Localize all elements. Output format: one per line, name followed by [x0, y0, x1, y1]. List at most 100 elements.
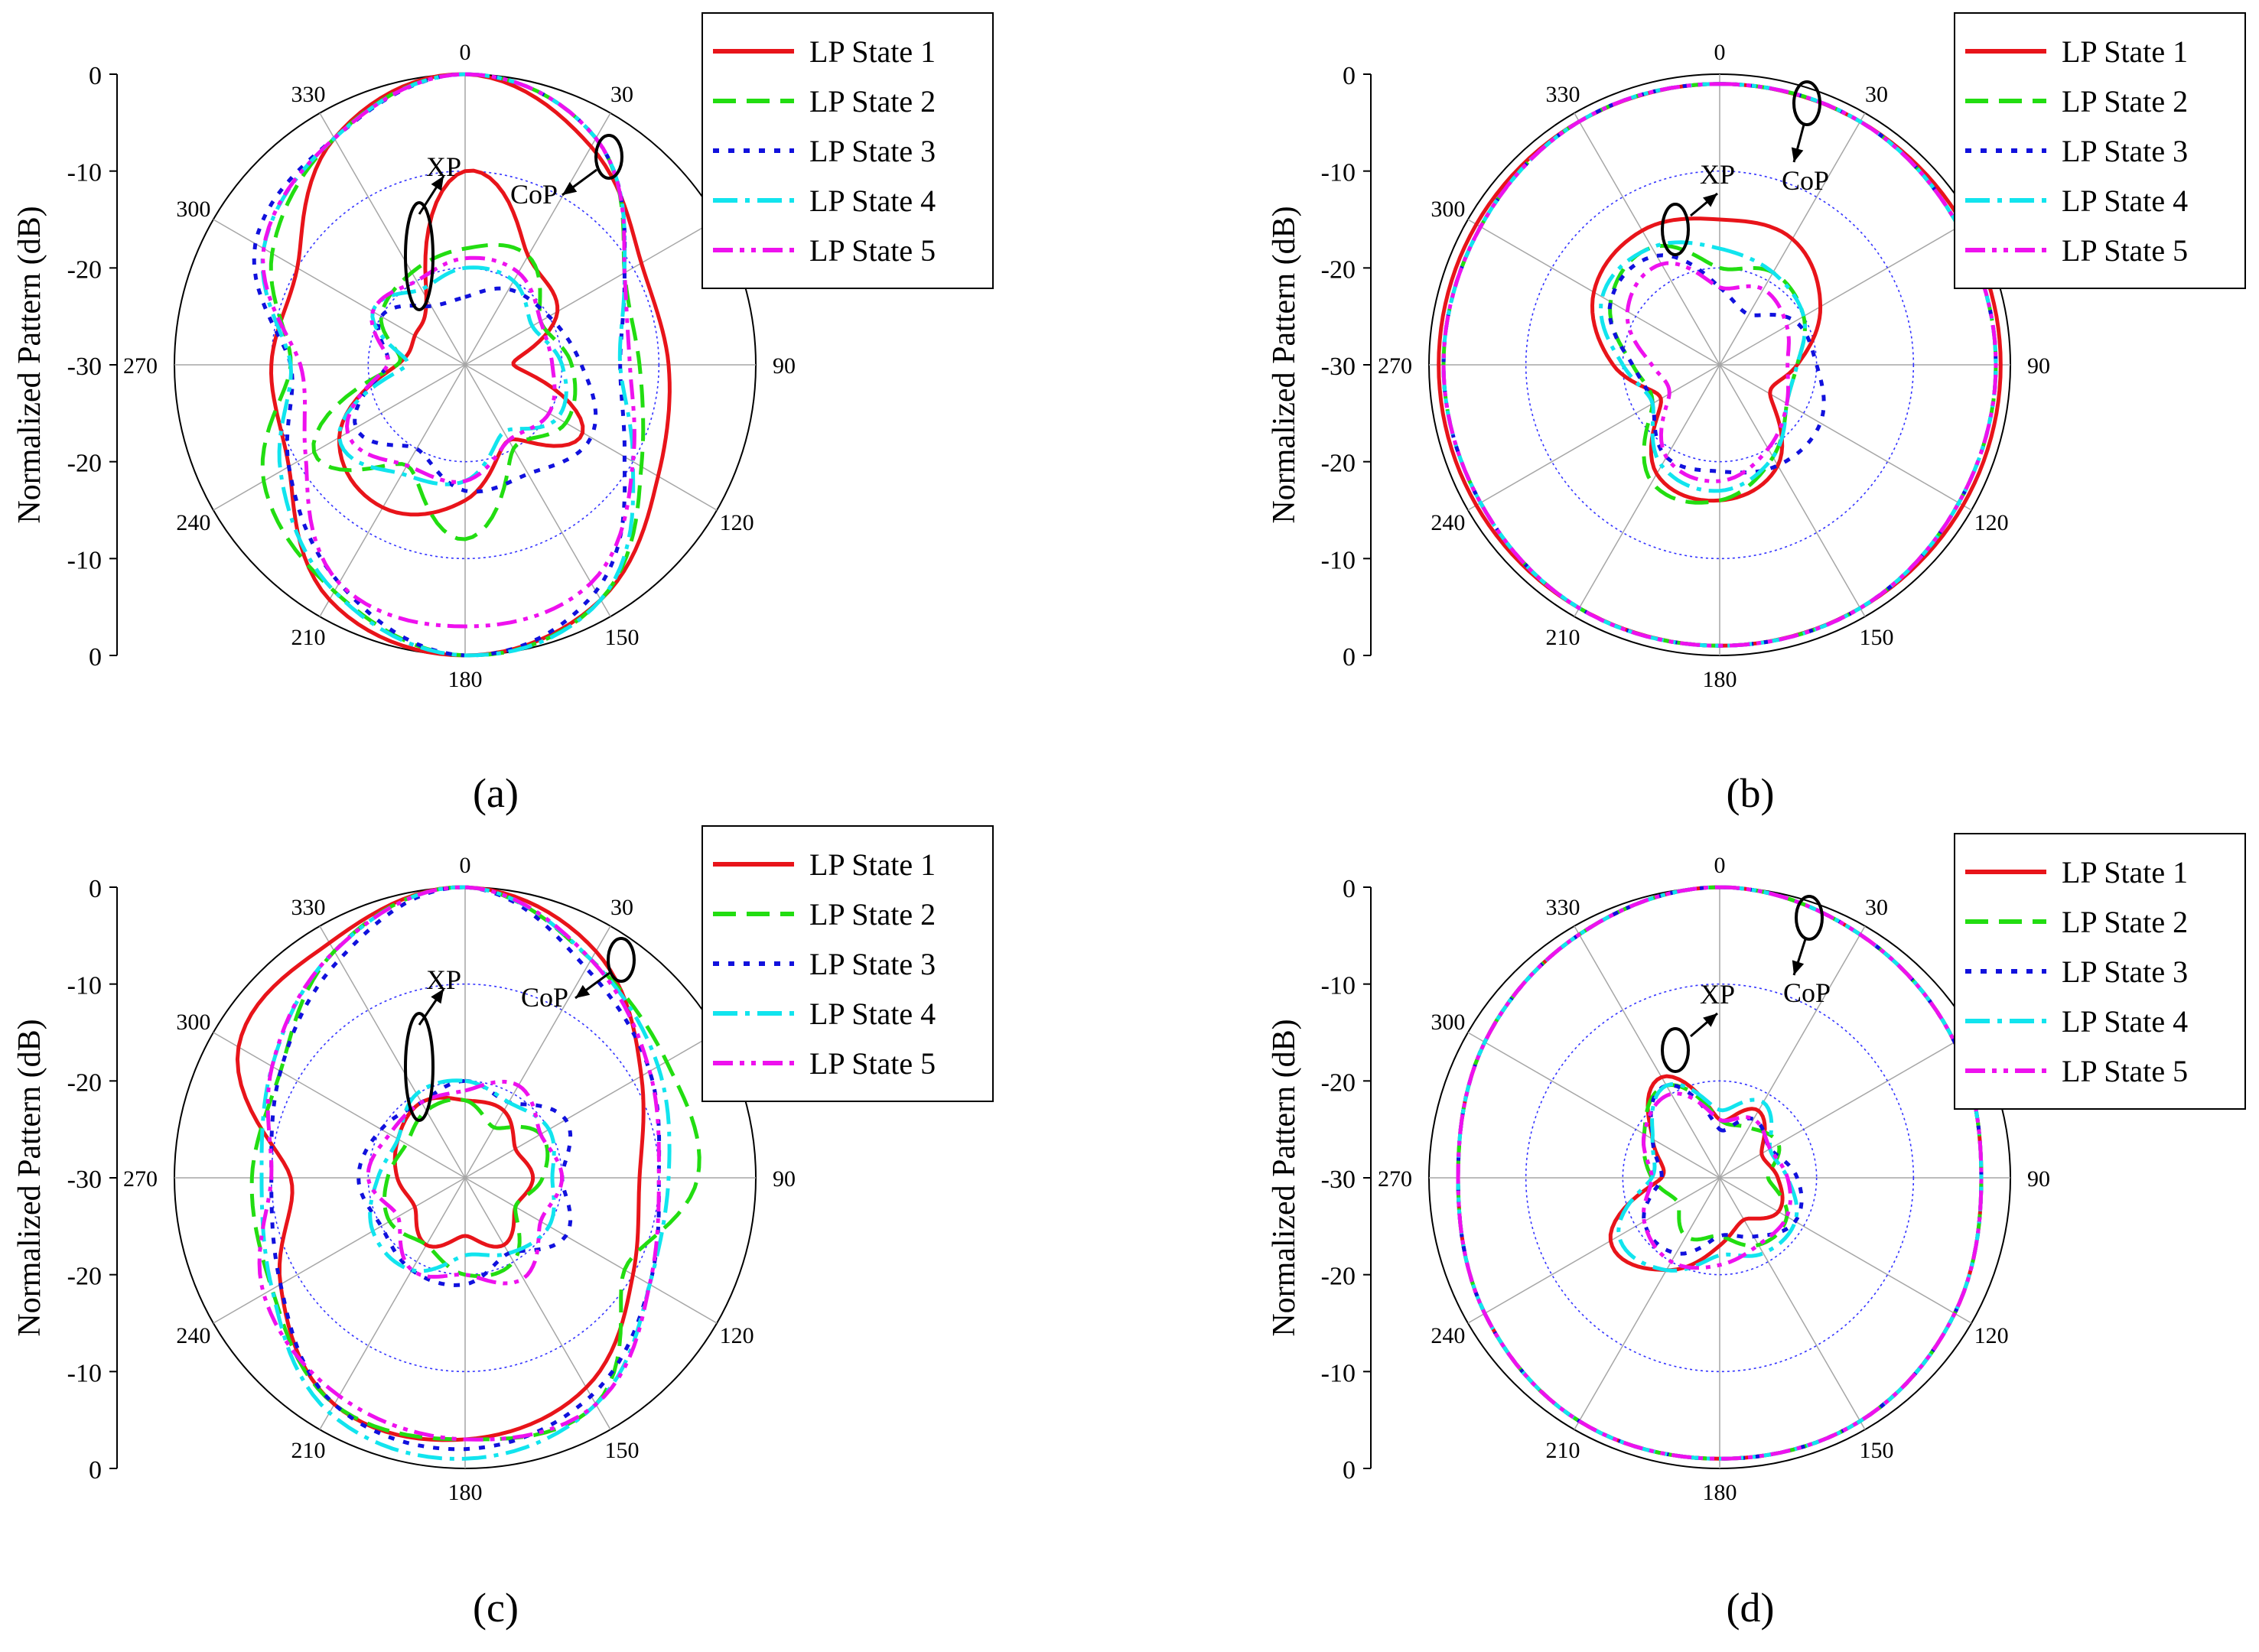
angle-tick-label: 210 [1546, 1438, 1580, 1463]
angle-tick-label: 150 [605, 1438, 640, 1463]
xpol-curve-state-5 [1625, 261, 1791, 483]
xpol-curve-state-4 [368, 1078, 556, 1273]
radial-tick-label: 0 [1343, 62, 1356, 90]
radial-tick-label: 0 [1343, 1456, 1356, 1485]
radial-tick-label: -10 [1321, 972, 1356, 1000]
legend-label-state-2: LP State 2 [2062, 84, 2188, 119]
radial-tick-label: -20 [1321, 255, 1356, 284]
cop-marker-ellipse [1795, 895, 1824, 941]
radial-tick-label: -30 [1321, 1166, 1356, 1194]
angle-tick-label: 30 [1865, 895, 1888, 920]
xp-annotation: XP [426, 964, 461, 995]
angle-tick-label: 240 [176, 1323, 210, 1348]
angle-gridline [1574, 1177, 1720, 1430]
cop-annotation: CoP [521, 982, 568, 1013]
angle-gridline [1719, 1177, 1866, 1430]
radial-gridline [1525, 170, 1915, 560]
cop-arrow-head [575, 984, 591, 998]
legend-label-state-5: LP State 5 [809, 233, 936, 268]
angle-gridline [1719, 364, 1972, 511]
angle-gridline [1574, 925, 1720, 1179]
angle-gridline [319, 925, 466, 1179]
angle-tick-label: 270 [1378, 353, 1412, 379]
y-axis-label: Normalized Pattern (dB) [1267, 206, 1302, 523]
angle-tick-label: 30 [610, 82, 633, 107]
legend-label-state-4: LP State 4 [2062, 1004, 2188, 1039]
xpol-curve-state-2 [1642, 1083, 1789, 1248]
copol-curve-state-5 [261, 72, 636, 629]
radial-tick-label: 0 [89, 1456, 102, 1485]
angle-tick-label: 180 [1703, 667, 1737, 692]
angle-tick-label: 330 [291, 82, 326, 107]
copol-curve-state-4 [1456, 885, 1984, 1461]
legend-label-state-4: LP State 4 [809, 184, 936, 218]
angle-tick-label: 300 [176, 197, 210, 222]
y-axis-label: Normalized Pattern (dB) [12, 206, 47, 523]
angle-tick-label: 210 [291, 625, 326, 650]
legend-box [1954, 12, 2246, 289]
angle-tick-label: 210 [291, 1438, 326, 1463]
y-axis-label: Normalized Pattern (dB) [1267, 1019, 1302, 1336]
angle-gridline [213, 1032, 466, 1179]
legend-label-state-2: LP State 2 [2062, 905, 2188, 939]
angle-gridline [1467, 1177, 1720, 1324]
xpol-curve-state-3 [356, 1078, 573, 1287]
xpol-curve-state-2 [1608, 243, 1807, 505]
legend-label-state-1: LP State 1 [2062, 855, 2188, 889]
angle-tick-label: 240 [1431, 1323, 1465, 1348]
legend-box [701, 825, 994, 1102]
panel-caption: (a) [473, 770, 519, 816]
legend-label-state-1: LP State 1 [809, 34, 936, 69]
xpol-curve-state-4 [1599, 240, 1807, 493]
angle-gridline [464, 1177, 718, 1324]
radial-tick-label: -20 [1321, 1263, 1356, 1291]
xp-arrow-head [431, 989, 444, 1004]
legend-label-state-1: LP State 1 [2062, 34, 2188, 69]
angle-tick-label: 90 [2027, 353, 2050, 379]
angle-gridline [464, 112, 611, 366]
angle-tick-label: 330 [291, 895, 326, 920]
radial-tick-label: -10 [67, 546, 102, 574]
angle-tick-label: 150 [605, 625, 640, 650]
angle-tick-label: 300 [1431, 197, 1465, 222]
angle-gridline [319, 364, 466, 617]
radial-tick-label: -10 [67, 1359, 102, 1387]
y-axis-label: Normalized Pattern (dB) [12, 1019, 47, 1336]
xp-arrow-head [1703, 1013, 1717, 1027]
angle-tick-label: 0 [1714, 853, 1726, 878]
radial-tick-label: 0 [1343, 875, 1356, 903]
radial-tick-label: -10 [1321, 159, 1356, 187]
legend-label-state-3: LP State 3 [2062, 954, 2188, 989]
angle-gridline [464, 364, 611, 617]
legend-label-state-3: LP State 3 [809, 947, 936, 981]
radial-gridline [1622, 1080, 1818, 1276]
xpol-curve-state-5 [366, 1079, 565, 1286]
xpol-curve-state-5 [1641, 1091, 1792, 1270]
xpol-curve-state-1 [337, 168, 585, 517]
angle-tick-label: 270 [123, 1166, 158, 1192]
radial-tick-label: -30 [67, 353, 102, 381]
radial-tick-label: -10 [67, 972, 102, 1000]
panel-caption: (d) [1727, 1585, 1775, 1631]
angle-tick-label: 270 [123, 353, 158, 379]
radial-tick-label: 0 [89, 62, 102, 90]
angle-gridline [1719, 219, 1972, 366]
angle-gridline [319, 1177, 466, 1430]
radial-tick-label: -20 [1321, 450, 1356, 478]
legend-label-state-2: LP State 2 [809, 84, 936, 119]
xpol-curve-state-3 [353, 286, 598, 494]
angle-gridline [319, 112, 466, 366]
angle-tick-label: 120 [720, 510, 754, 535]
copol-curve-state-5 [257, 885, 661, 1442]
angle-tick-label: 150 [1860, 1438, 1894, 1463]
angle-tick-label: 150 [1860, 625, 1894, 650]
angle-tick-label: 120 [720, 1323, 754, 1348]
angle-tick-label: 30 [610, 895, 633, 920]
radial-tick-label: -20 [1321, 1068, 1356, 1097]
angle-tick-label: 90 [773, 353, 796, 379]
angle-tick-label: 330 [1546, 82, 1580, 107]
angle-gridline [1719, 364, 1866, 617]
angle-gridline [464, 1177, 611, 1430]
angle-tick-label: 210 [1546, 625, 1580, 650]
radial-tick-label: -20 [67, 450, 102, 478]
